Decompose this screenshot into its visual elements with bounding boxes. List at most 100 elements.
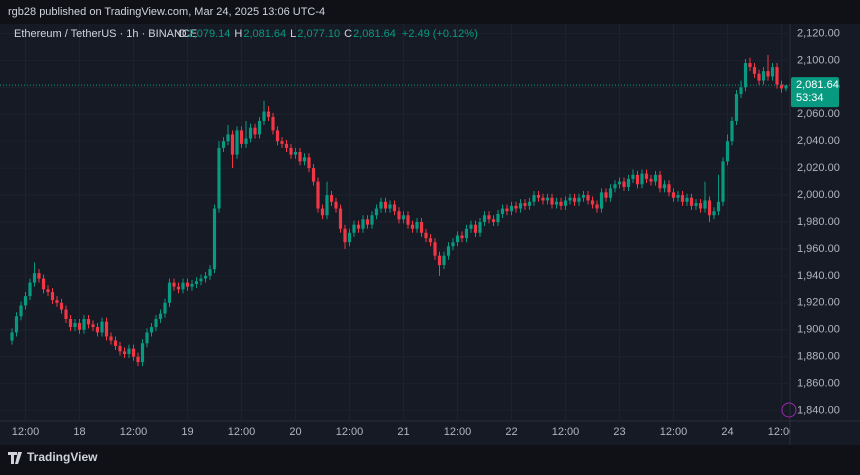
candle-body (406, 215, 410, 225)
candle-body (712, 211, 716, 216)
candle-body (401, 215, 406, 220)
x-tick-label: 22 (505, 426, 517, 438)
y-tick-label: 1,920.00 (797, 297, 840, 309)
candle-body (302, 157, 307, 162)
y-tick-label: 1,960.00 (797, 243, 840, 255)
candle-body (104, 321, 109, 337)
candle-body (649, 178, 653, 182)
y-tick-label: 1,880.00 (797, 351, 840, 363)
legend-value: 2,077.10 (297, 28, 340, 40)
candle-body (631, 174, 635, 179)
candle-body (59, 302, 64, 310)
candle-body (770, 67, 775, 77)
candle-body (136, 356, 140, 363)
candle-body (734, 94, 739, 121)
candle-body (32, 273, 37, 283)
price-tag (791, 77, 839, 108)
candle-body (590, 200, 595, 205)
candle-body (626, 178, 631, 187)
candle-body (532, 195, 536, 202)
candle-body (253, 127, 257, 135)
candle-body (433, 242, 437, 256)
candle-body (325, 195, 329, 216)
candle-body (338, 208, 343, 229)
candle-body (698, 203, 703, 209)
candle-body (10, 332, 14, 341)
candle-body (761, 71, 766, 81)
candle-body (68, 318, 73, 328)
candle-body (172, 282, 176, 287)
candle-body (194, 281, 199, 284)
candle-body (586, 195, 590, 201)
candle-body (446, 246, 451, 256)
candle-body (716, 201, 721, 212)
candle-body (113, 340, 118, 346)
candle-body (662, 184, 667, 189)
candle-body (568, 197, 572, 201)
candle-body (518, 203, 523, 209)
candle-body (19, 305, 23, 317)
candle-body (604, 192, 608, 198)
candle-body (244, 138, 248, 144)
candle-body (248, 127, 253, 139)
candle-body (680, 195, 685, 202)
candle-body (329, 195, 334, 202)
candle-body (334, 201, 338, 209)
candle-body (599, 192, 604, 209)
y-tick-label: 2,020.00 (797, 162, 840, 174)
candle-body (694, 203, 698, 206)
legend-key: O (178, 28, 187, 40)
candle-body (460, 235, 464, 239)
candle-body (473, 224, 478, 233)
candle-body (118, 345, 122, 352)
candle-body (550, 197, 554, 205)
candle-body (757, 73, 761, 81)
candle-body (145, 332, 149, 344)
candle-body (523, 203, 527, 206)
candle-body (82, 318, 86, 330)
candle-body (55, 300, 59, 303)
candle-body (163, 302, 167, 314)
candle-body (730, 120, 734, 142)
price-tag-value: 2,081.64 (796, 79, 839, 91)
candle-body (28, 282, 32, 297)
price-tag-countdown: 53:34 (796, 92, 824, 104)
y-tick-label: 2,100.00 (797, 54, 840, 66)
legend-value: 2,081.64 (353, 28, 396, 40)
candle-body (595, 204, 599, 209)
candle-body (73, 323, 77, 328)
candle-body (779, 84, 784, 89)
x-tick-label: 21 (397, 426, 409, 438)
candle-body (442, 255, 446, 266)
candle-body (370, 215, 374, 225)
candle-body (64, 309, 68, 319)
candle-body (284, 143, 289, 148)
candle-body (262, 111, 266, 121)
candle-body (226, 134, 230, 142)
candle-body (176, 286, 181, 290)
candle-body (559, 201, 563, 206)
candle-body (91, 324, 95, 328)
candle-body (275, 130, 280, 142)
candle-body (14, 316, 19, 333)
candle-body (491, 219, 496, 222)
x-tick-label: 12:00 (12, 426, 40, 438)
candle-body (109, 336, 113, 341)
candle-body (181, 282, 185, 290)
y-tick-label: 1,980.00 (797, 216, 840, 228)
candle-body (748, 63, 752, 68)
x-tick-label: 12:00 (336, 426, 364, 438)
candle-body (50, 292, 55, 301)
candle-body (266, 111, 271, 117)
candle-body (217, 147, 221, 209)
candle-body (212, 208, 217, 270)
candle-body (617, 181, 622, 185)
footer-bar (0, 445, 860, 470)
candle-body (739, 87, 743, 95)
candle-body (158, 313, 163, 319)
footer-logo: TradingView (8, 450, 98, 464)
x-tick-label: 20 (289, 426, 301, 438)
y-tick-label: 2,040.00 (797, 135, 840, 147)
candle-body (581, 195, 586, 198)
